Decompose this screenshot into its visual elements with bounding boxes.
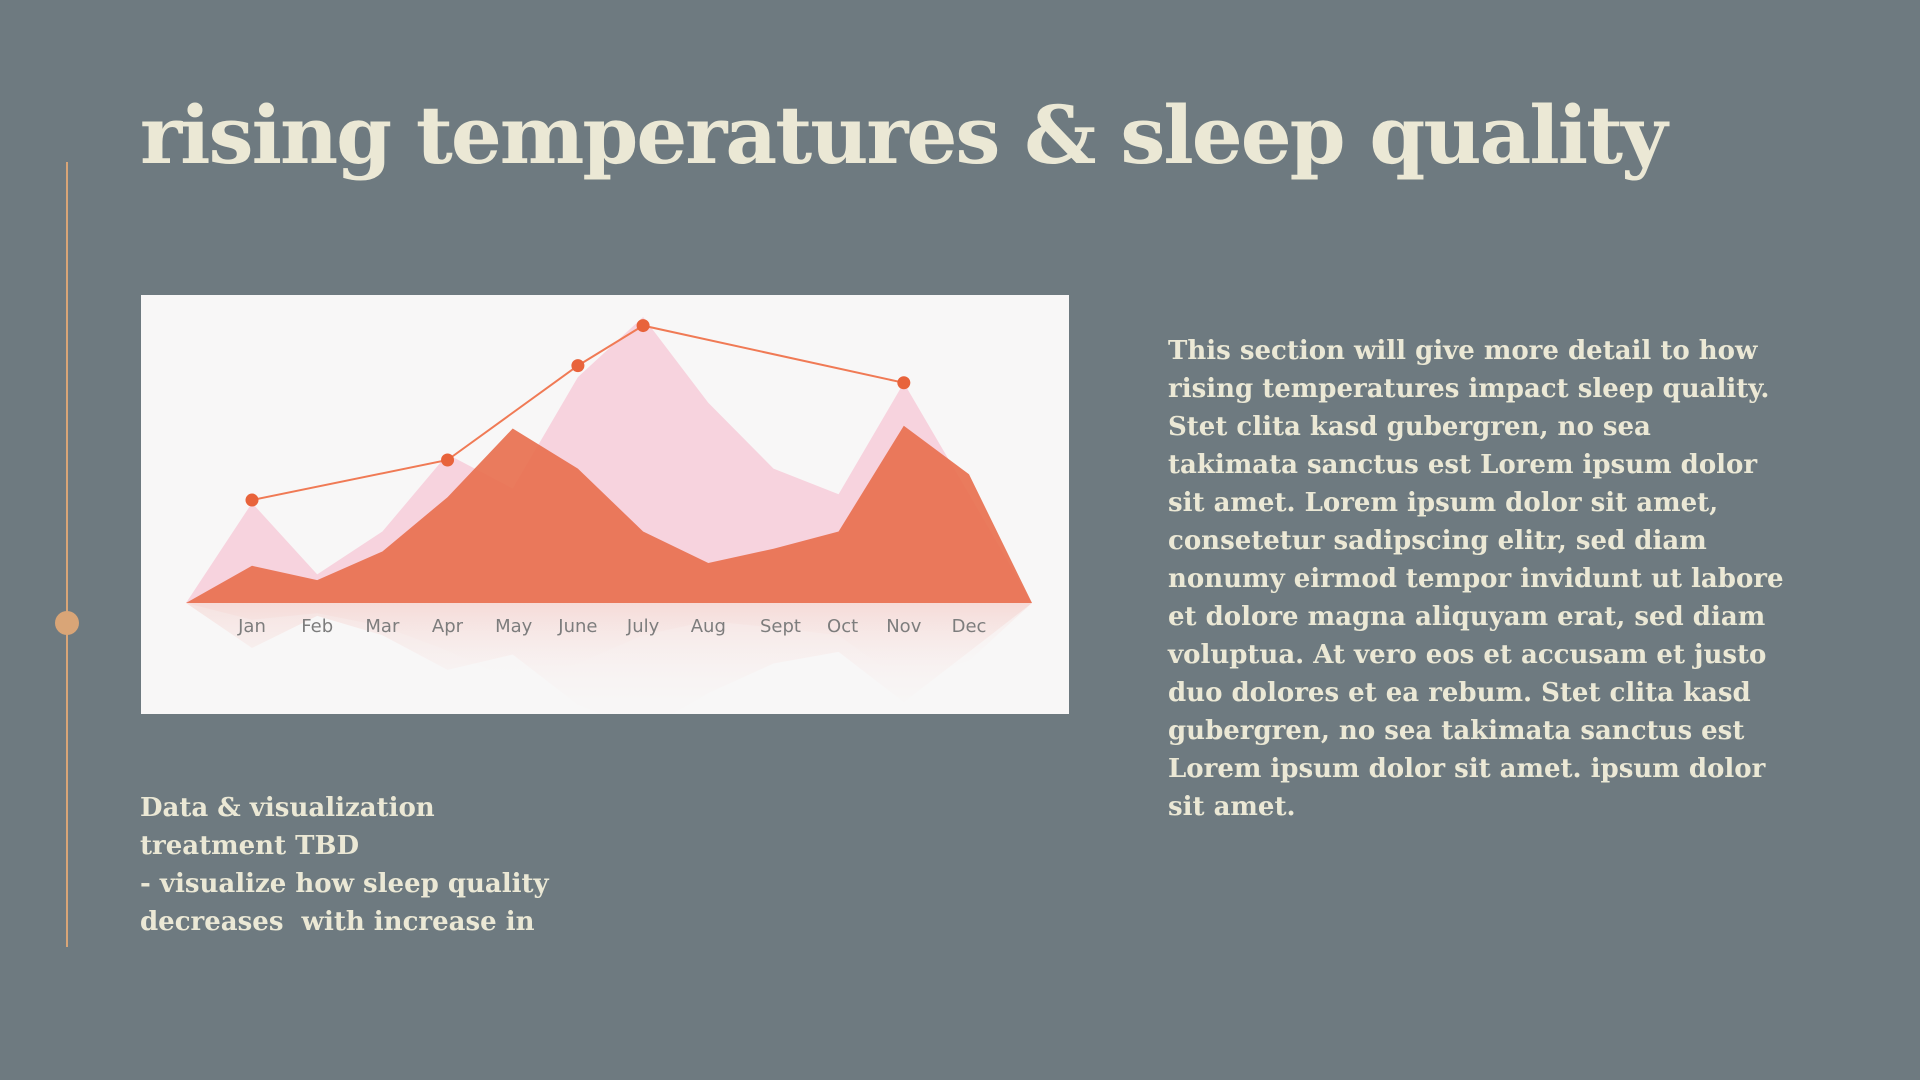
x-tick-label: Sept xyxy=(760,616,801,637)
description-text: This section will give more detail to ho… xyxy=(1168,332,1788,826)
data-note-line: Data & visualization xyxy=(140,793,435,823)
line-marker xyxy=(441,453,455,467)
area-reflection xyxy=(186,603,1032,683)
x-tick-label: Apr xyxy=(432,616,464,637)
data-note: Data & visualization treatment TBD - vis… xyxy=(140,789,560,941)
line-marker xyxy=(636,319,650,333)
x-tick-label: Dec xyxy=(952,616,987,637)
area-series-2 xyxy=(186,425,1032,603)
temperature-sleep-chart: Jan Feb Mar Apr May June July Aug Sept Oct Nov Dec xyxy=(186,317,1032,714)
data-note-line: treatment TBD xyxy=(140,831,359,861)
x-tick-label: Aug xyxy=(691,616,726,637)
line-marker xyxy=(245,493,259,507)
x-tick-label: Oct xyxy=(827,616,858,637)
area-series-1 xyxy=(186,317,1032,603)
x-tick-label: July xyxy=(626,616,660,637)
x-tick-label: May xyxy=(495,616,533,637)
x-tick-label: June xyxy=(557,616,597,637)
description-body: Stet clita kasd gubergren, no sea takima… xyxy=(1168,412,1784,822)
chart-panel: Jan Feb Mar Apr May June July Aug Sept Oct Nov Dec xyxy=(141,295,1069,714)
x-tick-label: Mar xyxy=(365,616,400,637)
line-marker xyxy=(571,359,585,373)
data-note-line: decreases with increase in xyxy=(140,907,535,937)
timeline-line xyxy=(66,162,68,947)
x-tick-label: Nov xyxy=(886,616,921,637)
page-title: rising temperatures & sleep quality xyxy=(140,88,1668,182)
description-intro: This section will give more detail to ho… xyxy=(1168,336,1770,404)
timeline-dot xyxy=(55,611,79,635)
line-marker xyxy=(897,376,911,390)
x-tick-label: Feb xyxy=(301,616,333,637)
x-tick-label: Jan xyxy=(237,616,266,637)
data-note-line: - visualize how sleep quality xyxy=(140,869,549,899)
